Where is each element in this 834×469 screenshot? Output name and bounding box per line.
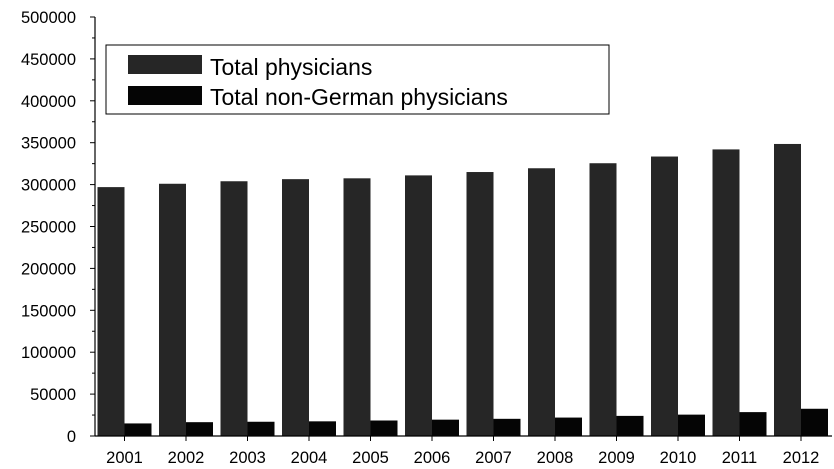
bar-total-physicians	[774, 143, 801, 436]
bar-non-german-physicians	[739, 412, 767, 436]
bar-total-physicians	[528, 168, 555, 436]
y-tick-label: 0	[67, 428, 76, 446]
y-tick-label: 400000	[21, 93, 76, 111]
axes-layer	[90, 16, 832, 441]
y-tick-label: 150000	[21, 302, 76, 320]
bar-non-german-physicians	[432, 419, 459, 436]
bar-non-german-physicians	[186, 422, 213, 436]
y-tick-label: 500000	[21, 9, 76, 27]
y-tick-label: 100000	[21, 344, 76, 362]
bar-non-german-physicians	[678, 414, 705, 436]
legend-swatch-total-physicians	[128, 55, 202, 74]
x-tick-label: 2012	[783, 449, 820, 467]
bar-non-german-physicians	[616, 415, 644, 436]
legend-swatch-non-german-physicians	[128, 86, 202, 105]
bar-total-physicians	[712, 149, 740, 437]
x-tick-label: 2003	[229, 449, 266, 467]
bar-non-german-physicians	[493, 418, 521, 436]
bar-non-german-physicians	[370, 420, 398, 436]
bar-non-german-physicians	[555, 417, 582, 436]
y-tick-label: 50000	[30, 386, 76, 404]
legend-label-total-physicians: Total physicians	[210, 54, 372, 80]
legend-label-non-german-physicians: Total non-German physicians	[210, 84, 508, 110]
y-tick-label: 300000	[21, 177, 76, 195]
bar-total-physicians	[159, 183, 186, 436]
bar-non-german-physicians	[124, 423, 152, 436]
x-tick-label: 2002	[168, 449, 205, 467]
x-tick-label: 2007	[475, 449, 512, 467]
x-tick-label: 2010	[660, 449, 697, 467]
y-tick-label: 450000	[21, 51, 76, 69]
y-tick-label: 200000	[21, 260, 76, 278]
bar-non-german-physicians	[801, 408, 828, 436]
bar-total-physicians	[466, 172, 494, 436]
bar-total-physicians	[343, 178, 371, 436]
bar-non-german-physicians	[309, 421, 336, 436]
y-tick-label: 350000	[21, 135, 76, 153]
bars-layer	[97, 143, 828, 437]
x-tick-label: 2011	[722, 449, 757, 467]
bar-total-physicians	[405, 175, 432, 436]
x-tick-label: 2009	[598, 449, 635, 467]
x-tick-label: 2005	[352, 449, 389, 467]
bar-total-physicians	[589, 163, 617, 436]
bar-total-physicians	[97, 187, 125, 436]
ticks-layer: 0 50000 100000 150000 200000 250000 300000 3500…	[21, 9, 819, 467]
x-tick-label: 2004	[291, 449, 328, 467]
bar-non-german-physicians	[247, 421, 275, 436]
bar-total-physicians	[282, 179, 309, 436]
legend: Total physicians Total non-German physici…	[105, 44, 610, 115]
x-tick-label: 2001	[106, 449, 143, 467]
x-tick-label: 2008	[537, 449, 574, 467]
x-tick-label: 2006	[414, 449, 451, 467]
bar-total-physicians	[220, 181, 248, 436]
bar-total-physicians	[651, 156, 678, 437]
y-tick-label: 250000	[21, 219, 76, 237]
